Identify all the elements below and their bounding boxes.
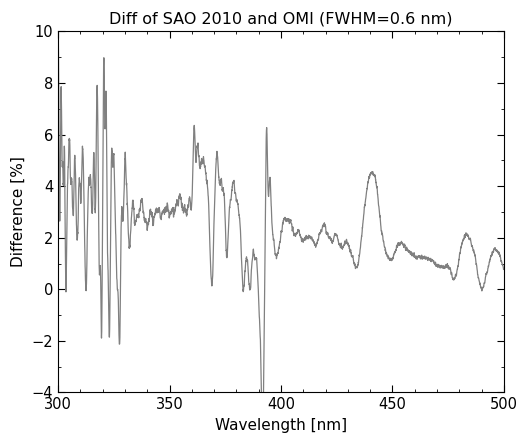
Title: Diff of SAO 2010 and OMI (FWHM=0.6 nm): Diff of SAO 2010 and OMI (FWHM=0.6 nm) (110, 11, 453, 26)
X-axis label: Wavelength [nm]: Wavelength [nm] (215, 418, 347, 433)
Y-axis label: Difference [%]: Difference [%] (11, 157, 26, 267)
